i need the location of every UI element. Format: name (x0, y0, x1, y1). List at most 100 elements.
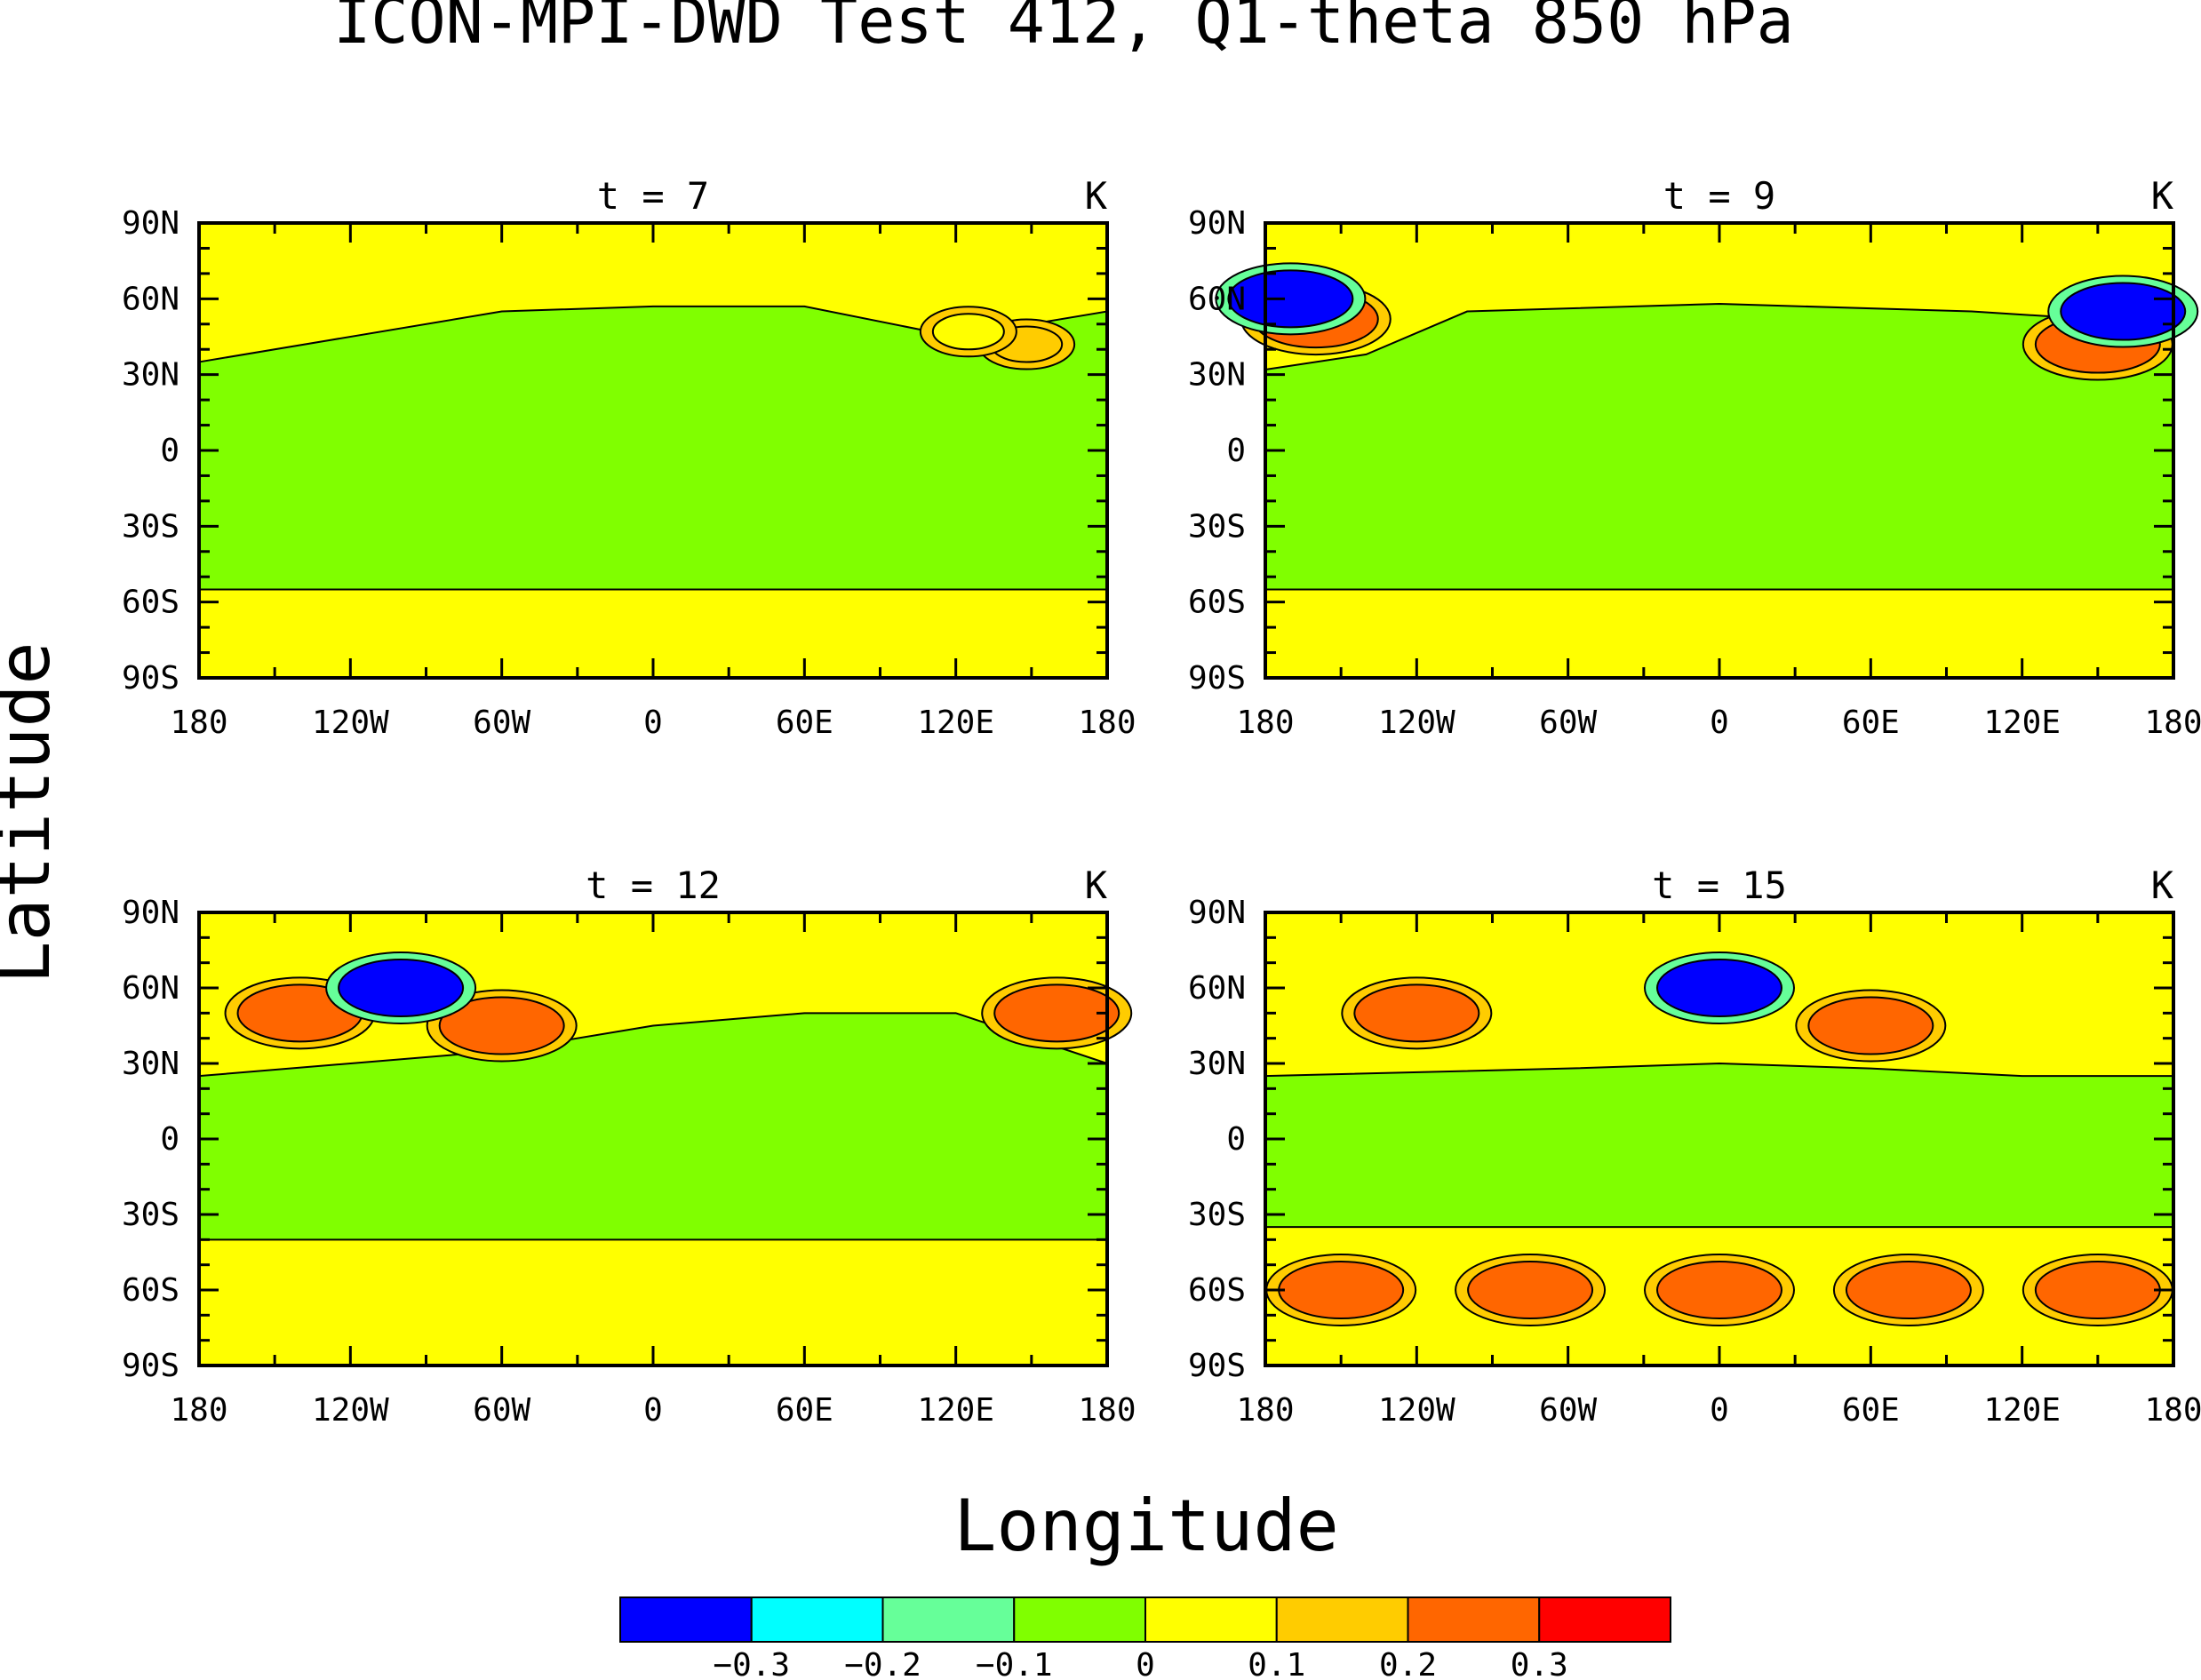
y-tick-label: 60N (1188, 970, 1246, 1007)
y-tick-label: 90N (122, 205, 179, 242)
tick-marks (1264, 911, 2175, 1367)
anomaly-4 (993, 983, 1120, 1043)
colorbar-label: −0.2 (844, 1647, 921, 1680)
y-tick-label: 60S (1188, 585, 1246, 621)
panel-title: t = 12 (586, 864, 721, 907)
y-tick-label: 0 (160, 433, 179, 469)
y-axis-label: Latitude (0, 641, 66, 983)
colorbar-box (1275, 1596, 1409, 1643)
y-tick-label: 90N (1188, 205, 1246, 242)
panel-title: t = 7 (597, 174, 709, 218)
colorbar-box (1538, 1596, 1671, 1643)
y-tick-label: 30S (122, 1197, 179, 1233)
anomaly-5 (1467, 1261, 1594, 1319)
panel-3: 180 120W 60W 0 60E 120E 180 90N 60N 30N 0 30S 60S 90S… (122, 864, 1136, 1429)
anomaly-3 (1807, 996, 1934, 1055)
x-axis-label: Longitude (953, 1485, 1338, 1567)
x-tick-label: 0 (643, 1392, 663, 1429)
y-tick-label: 30N (1188, 357, 1246, 394)
x-tick-label: 60W (1539, 1392, 1597, 1429)
x-tick-label: 60W (1539, 705, 1597, 741)
y-tick-label: 90S (122, 1348, 179, 1384)
y-tick-label: 60N (122, 970, 179, 1007)
y-tick-label: 30S (122, 508, 179, 545)
y-tick-label: 90S (1188, 660, 1246, 697)
y-tick-label: 0 (160, 1121, 179, 1158)
anomaly-6 (1656, 1261, 1782, 1319)
x-tick-label: 60W (473, 1392, 530, 1429)
colorbar-box (619, 1596, 753, 1643)
panel-title: t = 15 (1652, 864, 1787, 907)
y-tick-label: 60N (122, 281, 179, 317)
panel-units: K (1085, 864, 1108, 907)
x-tick-label: 120W (312, 705, 389, 741)
panel-4: 180 120W 60W 0 60E 120E 180 90N 60N 30N 0 30S 60S 90S… (1188, 864, 2201, 1429)
x-tick-label: 60E (1842, 1392, 1900, 1429)
panel-units: K (2151, 174, 2174, 218)
colorbar: −0.3 −0.2 −0.1 0 0.1 0.2 0.3 (619, 1596, 1671, 1680)
green-band (1264, 1062, 2174, 1229)
y-tick-label: 90N (1188, 895, 1246, 931)
x-tick-label: 180 (2144, 1392, 2201, 1429)
colorbar-label: −0.1 (976, 1647, 1053, 1680)
y-tick-label: 90S (1188, 1348, 1246, 1384)
y-tick-label: 30S (1188, 1197, 1246, 1233)
y-tick-label: 0 (1226, 1121, 1246, 1158)
panel-units: K (2151, 864, 2174, 907)
anomaly-2 (1227, 269, 1354, 329)
panels: 180 120W 60W 0 60E 120E 180 90N 60N 30N 0 30S 60S 90S… (122, 174, 2201, 1429)
x-tick-label: 120W (1378, 1392, 1455, 1429)
colorbar-box (1013, 1596, 1146, 1643)
y-tick-label: 30N (1188, 1046, 1246, 1082)
x-tick-label: 60E (776, 1392, 833, 1429)
anomaly-1 (1353, 983, 1480, 1043)
green-band (1264, 303, 2174, 591)
colorbar-label: 0.2 (1379, 1647, 1437, 1680)
x-tick-label: 180 (1236, 705, 1294, 741)
colorbar-box (1407, 1596, 1541, 1643)
colorbar-box (1144, 1596, 1278, 1643)
colorbar-label: 0.3 (1511, 1647, 1568, 1680)
colorbar-box (881, 1596, 1016, 1643)
x-tick-label: 120E (1983, 1392, 2061, 1429)
y-tick-label: 60S (122, 585, 179, 621)
colorbar-label: 0 (1136, 1647, 1155, 1680)
x-tick-label: 60E (1842, 705, 1900, 741)
y-tick-label: 0 (1226, 433, 1246, 469)
anomaly-2 (1656, 959, 1782, 1017)
y-tick-label: 60S (1188, 1272, 1246, 1309)
x-tick-label: 180 (1078, 705, 1136, 741)
anomaly-7 (1845, 1261, 1972, 1319)
x-tick-label: 180 (170, 705, 227, 741)
x-tick-label: 180 (1078, 1392, 1136, 1429)
x-tick-label: 60E (776, 705, 833, 741)
figure-title: ICON-MPI-DWD Test 412, Q1-theta 850 hPa (333, 0, 1794, 58)
x-tick-label: 0 (1710, 1392, 1729, 1429)
x-tick-label: 180 (2144, 705, 2201, 741)
x-tick-label: 0 (643, 705, 663, 741)
y-tick-label: 60S (122, 1272, 179, 1309)
x-tick-label: 60W (473, 705, 530, 741)
x-tick-label: 120E (917, 705, 994, 741)
x-tick-label: 120W (1378, 705, 1455, 741)
anomaly-3 (338, 959, 465, 1017)
colorbar-box (750, 1596, 884, 1643)
colorbar-label: 0.1 (1248, 1647, 1305, 1680)
tick-marks (197, 911, 1109, 1367)
y-tick-label: 90N (122, 895, 179, 931)
panel-1: 180 120W 60W 0 60E 120E 180 90N 60N 30N 0 30S 60S 90S… (122, 174, 1136, 741)
x-tick-label: 0 (1710, 705, 1729, 741)
tick-marks (197, 221, 1109, 680)
panel-2: 180 120W 60W 0 60E 120E 180 90N 60N 30N 0 30S 60S 90S… (1188, 174, 2201, 741)
tick-marks (1264, 221, 2175, 680)
y-tick-label: 90S (122, 660, 179, 697)
panel-units: K (1085, 174, 1108, 218)
x-tick-label: 180 (170, 1392, 227, 1429)
anomaly-4 (1278, 1261, 1405, 1319)
y-tick-label: 30S (1188, 508, 1246, 545)
anomaly-2 (438, 996, 565, 1055)
y-tick-label: 60N (1188, 281, 1246, 317)
x-tick-label: 120W (312, 1392, 389, 1429)
anomaly-4 (2060, 282, 2187, 341)
